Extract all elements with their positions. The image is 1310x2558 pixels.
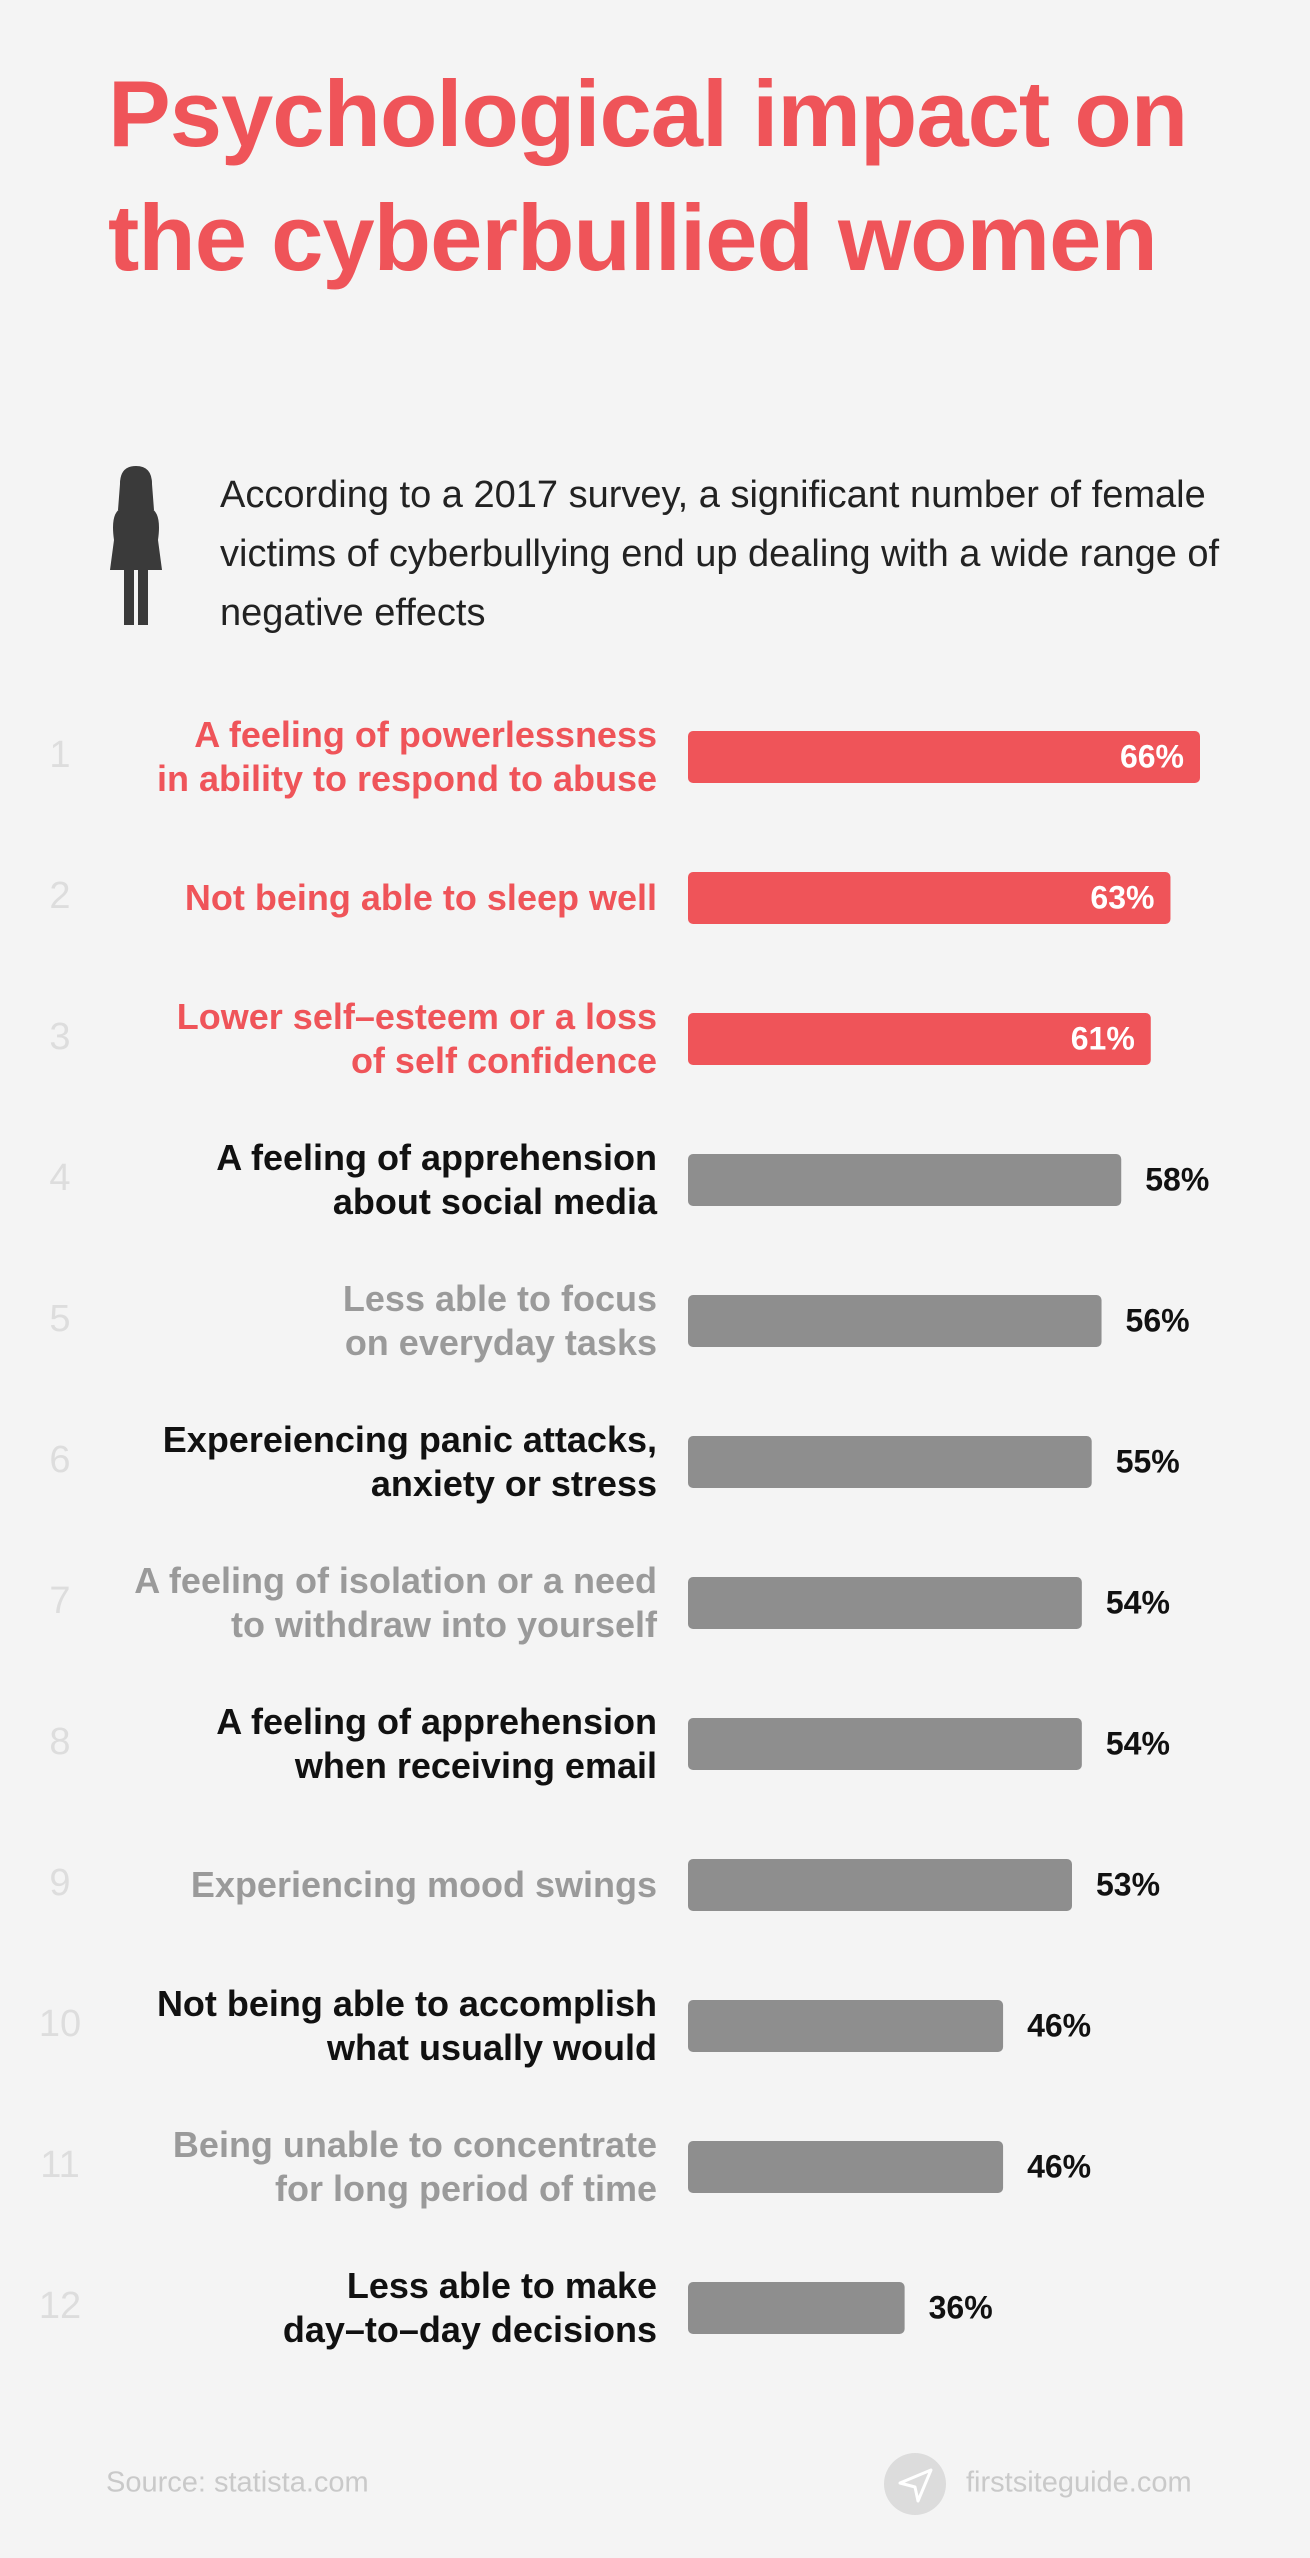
- brand: firstsiteguide.com: [966, 2467, 1192, 2499]
- title: Psychological impact on the cyberbullied…: [108, 61, 1188, 290]
- value-label: 61%: [1071, 1020, 1135, 1056]
- category-label: Expereiencing panic attacks, anxiety or …: [162, 1419, 657, 1504]
- value-label: 46%: [1027, 2148, 1091, 2184]
- value-label: 54%: [1106, 1725, 1170, 1761]
- category-label: A feeling of apprehension about social m…: [216, 1137, 657, 1222]
- value-label: 66%: [1120, 738, 1184, 774]
- value-label: 63%: [1090, 879, 1154, 915]
- bar: [688, 1859, 1072, 1911]
- rank: 11: [40, 2144, 79, 2186]
- value-label: 55%: [1116, 1443, 1180, 1479]
- bar: [688, 1718, 1082, 1770]
- category-label: Less able to make day–to–day decisions: [282, 2265, 657, 2350]
- value-label: 56%: [1126, 1302, 1190, 1338]
- rank: 2: [49, 875, 70, 917]
- rank: 10: [39, 2003, 81, 2045]
- value-label: 36%: [929, 2289, 993, 2325]
- bar: [688, 872, 1171, 924]
- value-label: 46%: [1027, 2007, 1091, 2043]
- rank: 5: [49, 1298, 70, 1340]
- value-label: 58%: [1145, 1161, 1209, 1197]
- bar: [688, 2141, 1004, 2193]
- category-label: Being unable to concentrate for long per…: [172, 2124, 657, 2209]
- category-label: Lower self–esteem or a loss of self conf…: [176, 996, 657, 1081]
- rank: 7: [49, 1580, 70, 1622]
- rank: 4: [49, 1157, 70, 1199]
- category-label: A feeling of powerlessness in ability to…: [156, 714, 657, 799]
- rank: 12: [39, 2285, 81, 2327]
- category-label: Not being able to sleep well: [184, 877, 657, 918]
- source: Source: statista.com: [106, 2467, 369, 2499]
- bar: [688, 731, 1200, 783]
- bar: [688, 1295, 1102, 1347]
- bar: [688, 1013, 1151, 1065]
- rank: 1: [49, 734, 70, 776]
- rank: 3: [49, 1016, 70, 1058]
- bar: [688, 1436, 1092, 1488]
- rank: 9: [49, 1862, 70, 1904]
- rank: 8: [49, 1721, 70, 1763]
- category-label: A feeling of apprehension when receiving…: [216, 1701, 657, 1786]
- bar: [688, 1154, 1122, 1206]
- woman-icon: [110, 466, 162, 625]
- value-label: 54%: [1106, 1584, 1170, 1620]
- subtitle: According to a 2017 survey, a significan…: [220, 474, 1220, 634]
- brand-logo: [884, 2453, 946, 2515]
- category-label: A feeling of isolation or a need to with…: [134, 1560, 657, 1645]
- category-label: Experiencing mood swings: [190, 1864, 657, 1905]
- value-label: 53%: [1096, 1866, 1160, 1902]
- category-label: Not being able to accomplish what usuall…: [156, 1983, 657, 2068]
- rank: 6: [49, 1439, 70, 1481]
- bar: [688, 2282, 905, 2334]
- bar: [688, 2000, 1004, 2052]
- bar: [688, 1577, 1082, 1629]
- category-label: Less able to focus on everyday tasks: [342, 1278, 657, 1363]
